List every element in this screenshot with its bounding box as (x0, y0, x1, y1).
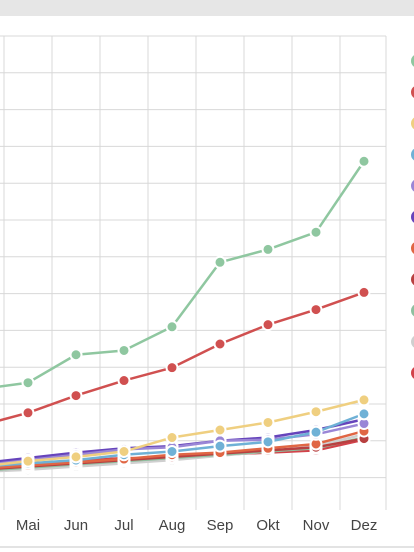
data-point[interactable] (261, 318, 275, 332)
data-point[interactable] (261, 242, 275, 256)
legend-marker[interactable] (411, 335, 414, 349)
series-lines (0, 160, 366, 473)
data-point[interactable] (165, 445, 179, 458)
x-tick-label: Nov (303, 517, 330, 534)
chart-grid (0, 35, 387, 510)
data-point[interactable] (21, 376, 35, 390)
x-tick-label: Jul (114, 517, 133, 534)
legend-marker[interactable] (411, 272, 414, 286)
header-bar (0, 0, 414, 16)
x-axis-ticks: Mai Jun Jul Aug Sep Okt Nov Dez (16, 517, 377, 534)
legend-marker[interactable] (411, 241, 414, 255)
data-point[interactable] (165, 361, 179, 375)
data-point[interactable] (309, 425, 323, 439)
x-tick-label: Sep (207, 517, 234, 534)
data-point[interactable] (213, 255, 227, 269)
legend-marker[interactable] (411, 148, 414, 162)
legend-marker[interactable] (411, 85, 414, 99)
legend (411, 54, 414, 380)
data-point[interactable] (213, 337, 227, 351)
legend-marker[interactable] (411, 210, 414, 224)
x-tick-label: Dez (351, 517, 378, 534)
x-tick-label: Aug (159, 517, 186, 534)
series-line (0, 160, 366, 388)
data-point[interactable] (69, 450, 83, 464)
data-point[interactable] (21, 454, 35, 468)
data-point[interactable] (357, 407, 371, 421)
legend-marker[interactable] (411, 54, 414, 68)
data-point[interactable] (357, 393, 371, 407)
data-point[interactable] (213, 439, 227, 453)
data-point[interactable] (357, 285, 371, 299)
legend-marker[interactable] (411, 366, 414, 380)
bottom-divider (0, 546, 414, 548)
data-point[interactable] (165, 431, 179, 445)
data-point[interactable] (69, 348, 83, 362)
data-point[interactable] (357, 154, 371, 168)
x-tick-label: Okt (256, 517, 280, 534)
legend-marker[interactable] (411, 179, 414, 193)
data-point[interactable] (309, 405, 323, 419)
data-point[interactable] (69, 389, 83, 403)
x-tick-label: Jun (64, 517, 88, 534)
data-point[interactable] (117, 343, 131, 357)
legend-marker[interactable] (411, 116, 414, 130)
data-point[interactable] (261, 415, 275, 429)
data-point[interactable] (213, 423, 227, 437)
data-point[interactable] (117, 374, 131, 388)
data-point[interactable] (21, 406, 35, 420)
data-point[interactable] (165, 320, 179, 334)
data-point[interactable] (261, 435, 275, 449)
data-point[interactable] (309, 225, 323, 239)
legend-marker[interactable] (411, 304, 414, 318)
data-point[interactable] (117, 445, 131, 458)
series-points (21, 154, 371, 477)
x-tick-label: Mai (16, 517, 40, 534)
data-point[interactable] (309, 303, 323, 317)
